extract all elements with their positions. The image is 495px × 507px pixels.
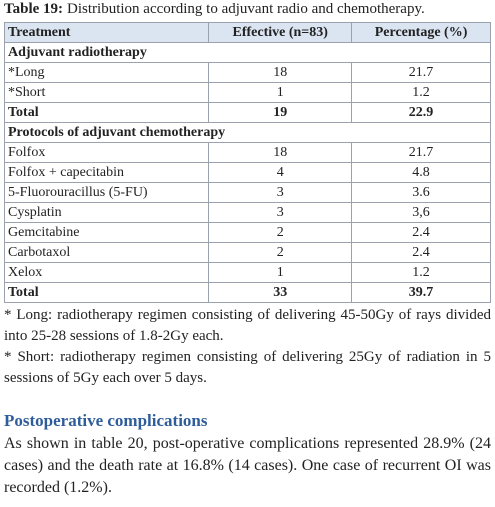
cell: *Long	[3, 62, 210, 83]
cell: 1.2	[351, 262, 491, 283]
head-row: Treatment Effective (n=83) Percentage (%)	[3, 22, 491, 43]
cell: 18	[208, 142, 353, 163]
cell: Cysplatin	[3, 202, 210, 223]
cell: Treatment	[3, 22, 210, 43]
data-row: Carbotaxol 2 2.4	[3, 242, 491, 263]
cell: 4	[208, 162, 353, 183]
data-row: Gemcitabine 2 2.4	[3, 222, 491, 243]
cell: 39.7	[351, 282, 491, 303]
cell: Gemcitabine	[3, 222, 210, 243]
cell: 2	[208, 242, 353, 263]
cell: 1	[208, 82, 353, 103]
caption-text: Distribution according to adjuvant radio…	[67, 1, 425, 17]
cell: 21.7	[351, 142, 491, 163]
cell: 3	[208, 202, 353, 223]
cell: Xelox	[3, 262, 210, 283]
cell: 1.2	[351, 82, 491, 103]
cell: 21.7	[351, 62, 491, 83]
cell: 3.6	[351, 182, 491, 203]
cell: 3,6	[351, 202, 491, 223]
cell: Adjuvant radiotherapy	[4, 42, 491, 63]
data-row: Folfox + capecitabin 4 4.8	[3, 162, 491, 183]
cell: 2.4	[351, 222, 491, 243]
cell: Protocols of adjuvant chemotherapy	[4, 122, 491, 143]
cell: Carbotaxol	[3, 242, 210, 263]
cell: 3	[208, 182, 353, 203]
data-row: *Short 1 1.2	[3, 82, 491, 103]
footnote: * Long: radiotherapy regimen consisting …	[4, 307, 491, 344]
data-row: Xelox 1 1.2	[3, 262, 491, 283]
cell: 2.4	[351, 242, 491, 263]
data-row: *Long 18 21.7	[3, 62, 491, 83]
cell: Folfox	[3, 142, 210, 163]
cell: 19	[208, 102, 353, 123]
paragraph: As shown in table 20, post-operative com…	[4, 435, 491, 496]
footnote: * Short: radiotherapy regimen consisting…	[4, 349, 491, 386]
table-caption: Table 19: Distribution according to adjuv…	[4, 1, 425, 18]
cell: Folfox + capecitabin	[3, 162, 210, 183]
cell: 18	[208, 62, 353, 83]
footnotes: * Long: radiotherapy regimen consisting …	[4, 305, 491, 389]
data-row: Folfox 18 21.7	[3, 142, 491, 163]
cell: 4.8	[351, 162, 491, 183]
cell: 22.9	[351, 102, 491, 123]
cell: 1	[208, 262, 353, 283]
cell: 5-Fluorouracillus (5-FU)	[3, 182, 210, 203]
cell: *Short	[3, 82, 210, 103]
tot-row: Total 19 22.9	[3, 102, 491, 123]
caption-label: Table 19:	[4, 1, 64, 17]
cell: 2	[208, 222, 353, 243]
section-row: Adjuvant radiotherapy	[4, 42, 491, 63]
section-row: Protocols of adjuvant chemotherapy	[4, 122, 491, 143]
cell: 33	[208, 282, 353, 303]
cell: Percentage (%)	[351, 22, 491, 43]
data-row: 5-Fluorouracillus (5-FU) 3 3.6	[3, 182, 491, 203]
section-heading: Postoperative complications	[4, 411, 208, 430]
data-row: Cysplatin 3 3,6	[3, 202, 491, 223]
cell: Total	[3, 282, 210, 303]
cell: Effective (n=83)	[208, 22, 353, 43]
data-table: Treatment Effective (n=83) Percentage (%) A…	[3, 22, 491, 303]
tot-row: Total 33 39.7	[3, 282, 491, 303]
cell: Total	[3, 102, 210, 123]
